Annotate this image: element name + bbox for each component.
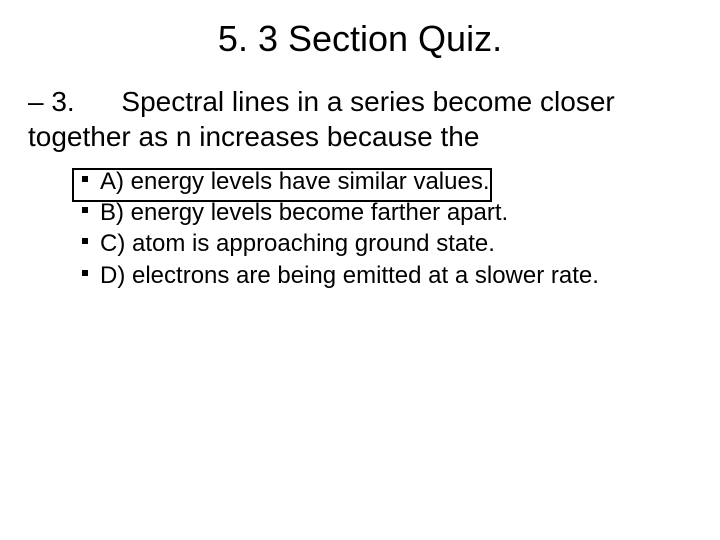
option-a-label: A)	[100, 166, 124, 197]
bullet-icon	[82, 238, 88, 244]
question-number: – 3.	[28, 86, 75, 117]
question-line: – 3. Spectral lines in a series become c…	[28, 84, 692, 154]
option-d: D) electrons are being emitted at a slow…	[100, 260, 692, 291]
bullet-icon	[82, 176, 88, 182]
option-c: C) atom is approaching ground state.	[100, 228, 692, 259]
option-b-label: B)	[100, 197, 124, 228]
option-b: B) energy levels become farther apart.	[100, 197, 692, 228]
options-block: A) energy levels have similar values. B)…	[28, 160, 692, 291]
slide-container: 5. 3 Section Quiz. – 3. Spectral lines i…	[0, 0, 720, 540]
option-a-text: energy levels have similar values.	[131, 166, 490, 197]
option-a: A) energy levels have similar values.	[100, 166, 692, 197]
option-c-label: C)	[100, 228, 125, 259]
question-text: Spectral lines in a series become closer…	[28, 86, 615, 152]
option-d-text: electrons are being emitted at a slower …	[132, 260, 599, 291]
option-c-text: atom is approaching ground state.	[132, 228, 495, 259]
bullet-icon	[82, 207, 88, 213]
option-d-label: D)	[100, 260, 125, 291]
option-b-text: energy levels become farther apart.	[131, 197, 509, 228]
bullet-icon	[82, 270, 88, 276]
question-block: – 3. Spectral lines in a series become c…	[0, 84, 720, 291]
slide-title: 5. 3 Section Quiz.	[0, 18, 720, 60]
